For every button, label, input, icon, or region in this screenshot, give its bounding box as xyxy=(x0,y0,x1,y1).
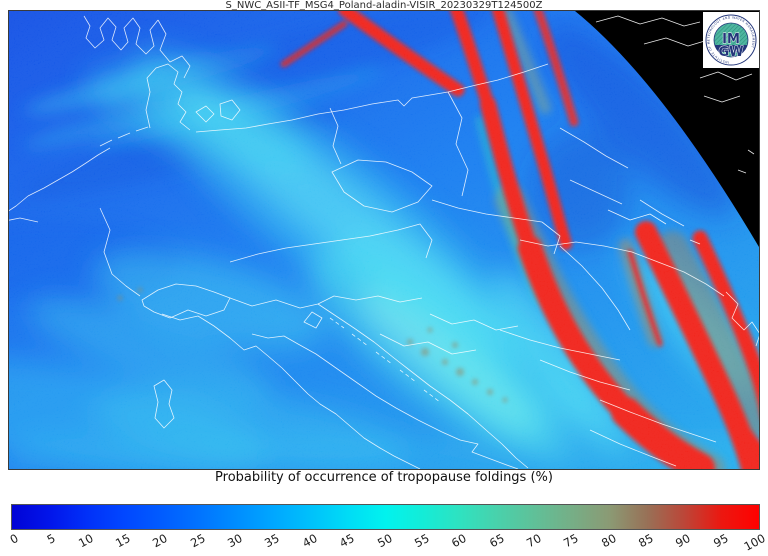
map-canvas: INSTITUTE OF METEOROLOGY AND WATER MANAG… xyxy=(8,10,760,470)
country-borders xyxy=(9,15,759,469)
colorbar xyxy=(11,504,760,530)
logo-text-gw: GW xyxy=(718,45,743,60)
no-data-region xyxy=(575,11,759,247)
colorbar-ticks: 0 5 10 15 20 25 30 35 40 45 50 55 60 65 70 75 80 85 90 95 10… xyxy=(0,531,768,555)
imgw-logo: INSTITUTE OF METEOROLOGY AND WATER MANAG… xyxy=(703,12,759,68)
logo-wave-band xyxy=(714,45,748,52)
probability-map: INSTITUTE OF METEOROLOGY AND WATER MANAG… xyxy=(9,11,759,469)
logo-text-im: IM xyxy=(722,32,740,47)
noise-texture xyxy=(9,11,759,469)
product-title: S_NWC_ASII-TF_MSG4_Poland-aladin-VISIR_2… xyxy=(225,0,543,11)
colorbar-caption: Probability of occurrence of tropopause … xyxy=(215,470,553,485)
